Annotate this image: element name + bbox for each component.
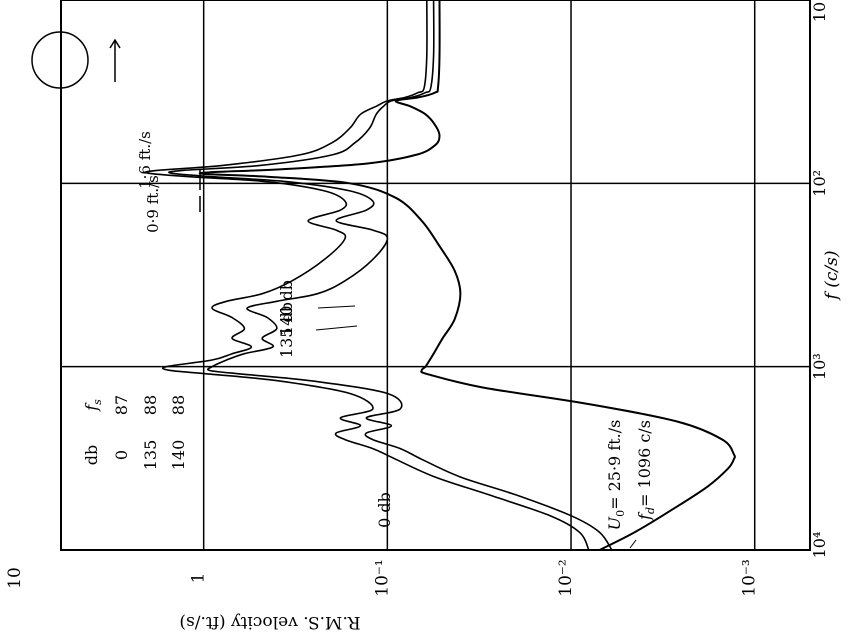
cylinder-flow-icon: [31, 31, 121, 89]
series-label-0db: 0 db: [375, 492, 394, 528]
y-axis-label: R.M.S. velocity (ft./s): [179, 612, 360, 632]
x-tick-label: 10²: [810, 170, 829, 197]
table-cell: 0: [112, 450, 131, 460]
plot-frame: [60, 0, 811, 551]
series-line-0db: [198, 0, 736, 551]
x-axis-label: f (c/s): [822, 251, 842, 302]
x-tick-label: 10⁴: [810, 532, 829, 559]
table-cell: 88: [141, 395, 160, 415]
y-tick-label: 1: [189, 573, 209, 584]
x-tick-label: 10: [810, 2, 829, 22]
y-tick-label: 10⁻¹: [372, 559, 392, 596]
annotation-leader: [629, 539, 637, 549]
y-tick-label: 10⁻³: [740, 559, 760, 596]
series-line-135db: [168, 0, 613, 551]
x-tick-label: 10³: [810, 353, 829, 380]
u0-annotation: U0= 25·9 ft./s: [605, 420, 627, 531]
y-tick-label: 10⁻²: [556, 559, 576, 596]
peak-label-1-6: 1·6 ft./s: [136, 131, 154, 189]
table-cell: 87: [112, 395, 131, 415]
y-tick-labels: 10 1 10⁻¹ 10⁻² 10⁻³: [5, 559, 760, 596]
plot-area: [60, 0, 811, 551]
peak-label-0-9: 0·9 ft./s: [144, 175, 162, 233]
series-labels: 140 db 135 db 0 db: [277, 280, 394, 528]
grid: [61, 0, 810, 550]
table-header-fs: fs: [82, 399, 104, 412]
y-tick-label: 10: [5, 567, 25, 589]
table-header-db: db: [82, 445, 101, 465]
x-axis-label-text: f (c/s): [822, 251, 842, 302]
flow-annotations: U0= 25·9 ft./s fd= 1096 c/s: [605, 420, 657, 549]
series-label-140db: 140 db: [277, 280, 296, 336]
series-label-135db: 135 db: [277, 302, 296, 358]
curves: [144, 0, 736, 551]
peak-annotations: 1·6 ft./s 0·9 ft./s: [136, 131, 201, 233]
fd-annotation: fd= 1096 c/s: [635, 420, 657, 521]
flow-arrowhead-icon: [109, 38, 121, 49]
x-tick-labels: 10 10² 10³ 10⁴: [810, 2, 829, 559]
cylinder-icon: [31, 31, 89, 89]
table-cell: 88: [169, 395, 188, 415]
series-leader-135db: [315, 325, 358, 331]
series-leader-140db: [317, 305, 356, 309]
series-line-140db: [144, 0, 590, 551]
table-cell: 135: [141, 440, 160, 471]
parameter-table: db fs 0 87 135 88 140 88: [82, 395, 188, 470]
table-cell: 140: [169, 440, 188, 471]
